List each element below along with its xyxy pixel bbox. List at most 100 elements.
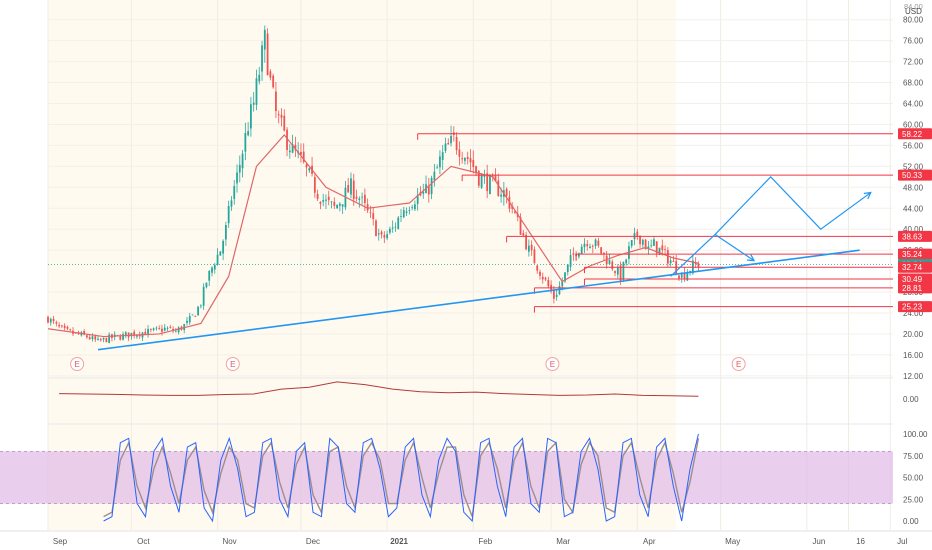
candle-body xyxy=(333,201,336,206)
candle-body xyxy=(355,196,358,199)
candle-body xyxy=(97,338,99,340)
candle-body xyxy=(211,267,213,273)
candle-body xyxy=(494,175,497,182)
candle-body xyxy=(288,150,291,153)
time-tick-label: Nov xyxy=(222,537,236,546)
level-price-label: 30.49 xyxy=(902,275,923,284)
candle-body xyxy=(122,334,124,340)
candle-body xyxy=(600,247,603,254)
candle-body xyxy=(155,327,158,329)
indicator-2-tick-label: 50.00 xyxy=(903,474,924,483)
candle-body xyxy=(208,270,211,281)
candle-body xyxy=(277,114,280,116)
candle-body xyxy=(366,204,369,211)
candle-body xyxy=(330,201,333,203)
candle-body xyxy=(158,328,161,329)
projection-arrow-up xyxy=(863,191,872,200)
indicator-1-line xyxy=(59,381,699,397)
candle-body xyxy=(197,306,199,316)
candle-body xyxy=(205,282,208,288)
candle-body xyxy=(69,329,72,331)
horizontal-levels[interactable] xyxy=(48,133,893,313)
candle-body xyxy=(400,216,402,217)
candle-body xyxy=(177,327,180,333)
trendline-layer[interactable] xyxy=(97,175,872,351)
candle-body xyxy=(491,175,494,177)
candle-body xyxy=(530,244,533,251)
candle-body xyxy=(49,318,52,323)
price-tick-label: 24.00 xyxy=(903,309,924,318)
candle-body xyxy=(555,294,558,297)
candle-body xyxy=(52,318,55,322)
candle-body xyxy=(580,246,583,255)
level-price-badge xyxy=(898,273,932,285)
time-tick-label: May xyxy=(725,537,740,546)
candle-body xyxy=(105,338,108,343)
candle-body xyxy=(636,231,639,236)
candle-body xyxy=(466,156,469,160)
candle-body xyxy=(683,272,686,280)
time-tick-label: 16 xyxy=(856,537,865,546)
moving-average-line xyxy=(47,134,699,338)
level-price-label: 50.33 xyxy=(902,171,923,180)
candle-body xyxy=(655,241,658,254)
moving-average xyxy=(47,134,699,338)
candle-body xyxy=(261,45,263,72)
earnings-marker-label: E xyxy=(230,360,235,369)
candle-body xyxy=(169,326,172,328)
candle-body xyxy=(377,233,380,235)
time-axis[interactable]: Sep Oct Nov Dec 2021 Feb Mar Apr May Jun 16 Jul xyxy=(0,530,932,546)
candle-body xyxy=(363,194,366,203)
price-tick-label: 72.00 xyxy=(903,58,924,67)
level-price-badge xyxy=(898,301,932,313)
candle-body xyxy=(133,331,136,336)
candle-body xyxy=(455,136,458,151)
price-tick-label: 44.00 xyxy=(903,204,924,213)
candle-body xyxy=(124,332,127,335)
candle-body xyxy=(519,217,522,235)
candle-body xyxy=(486,173,489,192)
candle-body xyxy=(230,200,233,207)
candle-body xyxy=(338,203,341,206)
candle-body xyxy=(83,331,86,335)
candle-body xyxy=(686,273,689,281)
candle-body xyxy=(163,327,166,331)
time-tick-label: Oct xyxy=(137,537,150,546)
candle-body xyxy=(539,271,541,276)
candle-body xyxy=(694,262,697,264)
earnings-marker-label: E xyxy=(74,360,79,369)
candle-body xyxy=(388,228,391,233)
price-tick-label: 40.00 xyxy=(903,225,924,234)
candle-body xyxy=(238,164,241,173)
candle-body xyxy=(464,157,466,161)
candle-body xyxy=(186,320,188,323)
candle-body xyxy=(414,204,416,210)
price-tick-label: 12.00 xyxy=(903,372,924,381)
candle-body xyxy=(219,251,222,256)
earnings-marker xyxy=(731,357,746,371)
candle-body xyxy=(255,78,258,105)
candle-body xyxy=(283,115,286,131)
level-price-label: 38.63 xyxy=(902,232,923,241)
candle-body xyxy=(194,315,197,317)
candle-body xyxy=(319,201,322,204)
candle-body xyxy=(552,289,555,299)
candle-body xyxy=(391,227,394,229)
candle-body xyxy=(236,172,238,184)
candle-body xyxy=(603,252,605,254)
candle-body xyxy=(213,264,216,270)
candle-body xyxy=(272,75,275,88)
candle-body xyxy=(450,135,452,144)
candle-body xyxy=(439,156,441,168)
candle-body xyxy=(325,199,327,201)
candle-body xyxy=(522,233,525,236)
candle-body xyxy=(66,326,69,329)
candle-body xyxy=(375,220,377,237)
indicator-2-tick-label: 25.00 xyxy=(903,495,924,504)
stochastic-k-line xyxy=(103,433,699,523)
indicator-2-tick-label: 0.00 xyxy=(903,517,919,526)
candle-body xyxy=(666,250,669,264)
